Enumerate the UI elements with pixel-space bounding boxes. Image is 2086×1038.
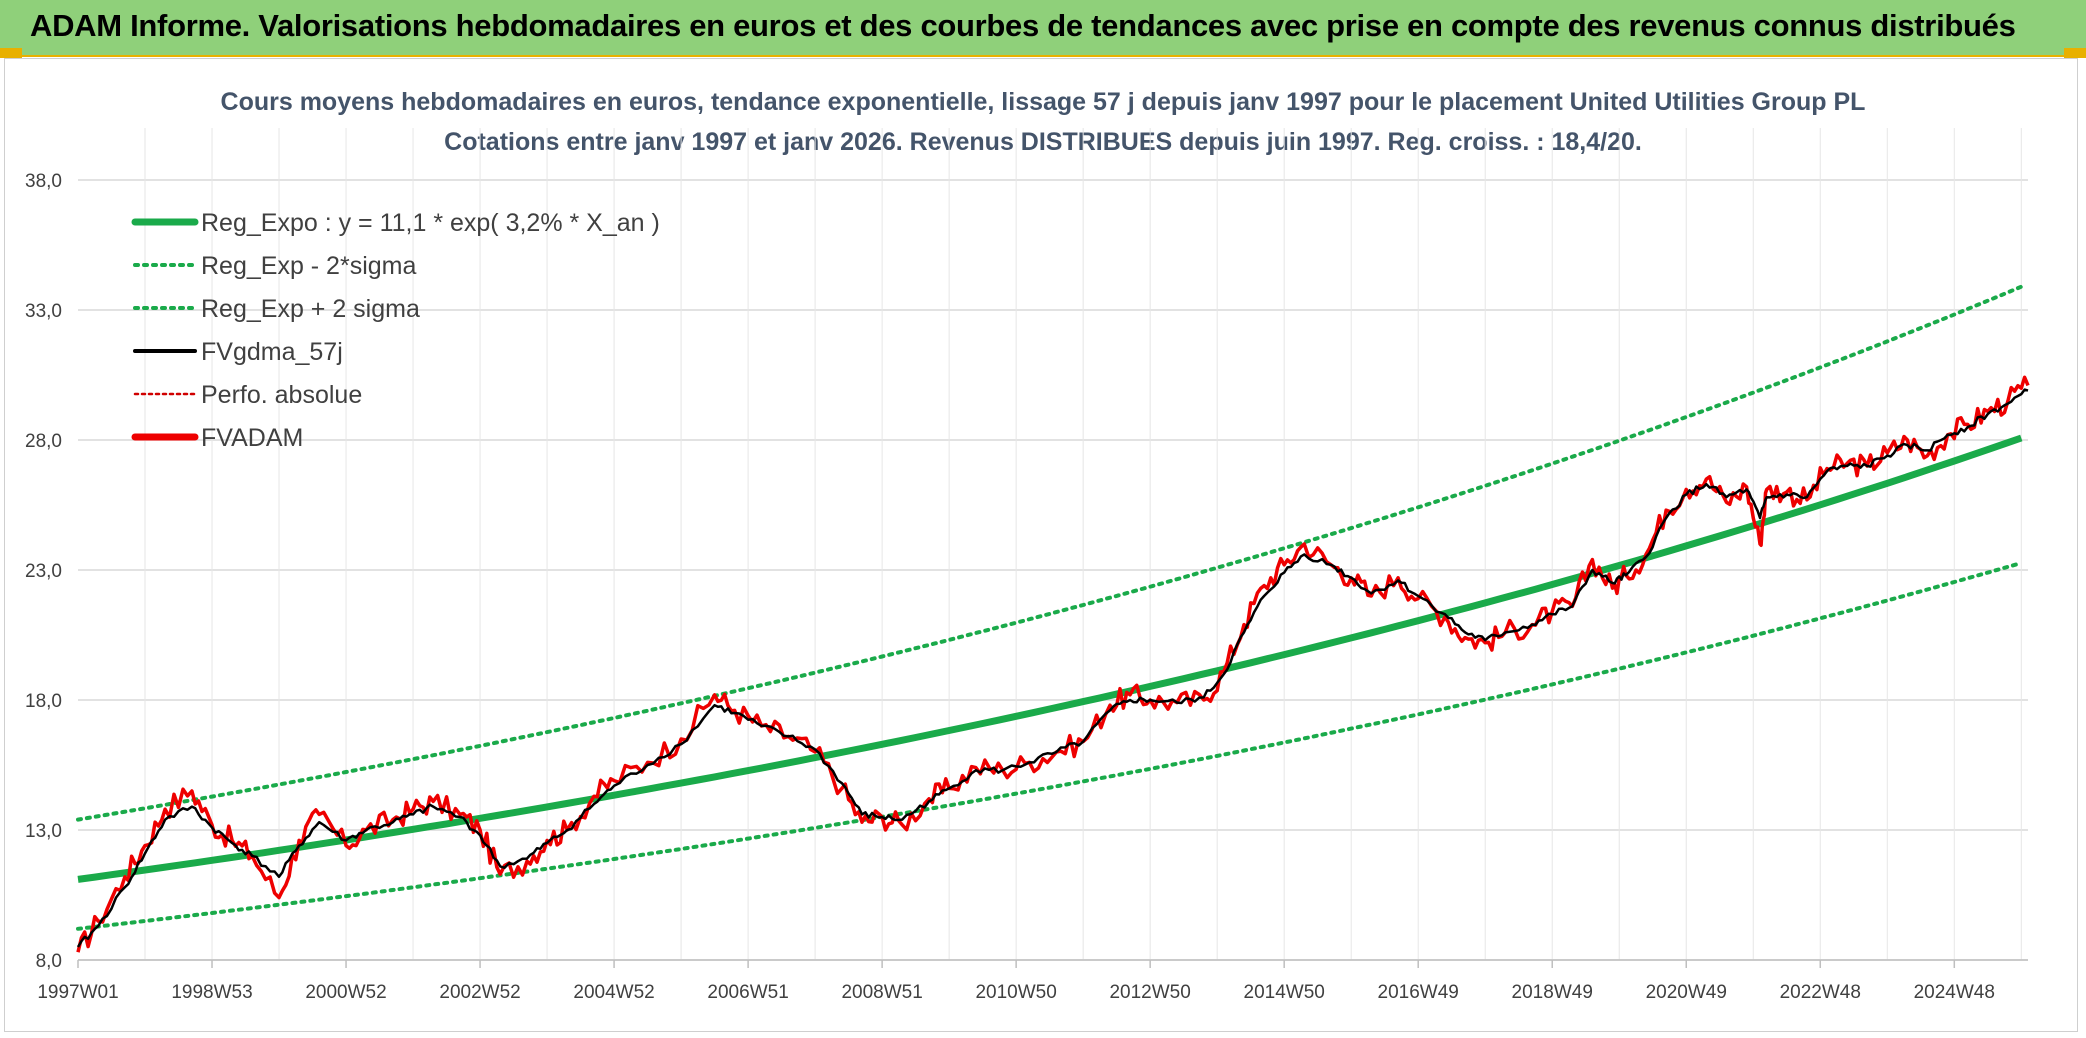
chart-title-line1: Cours moyens hebdomadaires en euros, ten… xyxy=(221,88,1866,116)
y-tick-label: 8,0 xyxy=(36,951,62,972)
chart-legend: Reg_Expo : y = 11,1 * exp( 3,2% * X_an )… xyxy=(131,209,660,452)
y-axis: 8,0 13,0 18,0 23,0 28,0 33,0 38,0 xyxy=(25,171,62,972)
x-tick-label: 2020W49 xyxy=(1646,982,1727,1003)
legend-label: Reg_Exp + 2 sigma xyxy=(201,295,420,323)
banner-corner-left xyxy=(0,48,22,58)
x-tick-label: 2000W52 xyxy=(305,982,386,1003)
x-tick-label: 2006W51 xyxy=(707,982,788,1003)
y-tick-label: 33,0 xyxy=(25,301,62,322)
series-reg-expo xyxy=(77,434,2023,883)
x-tick-label: 2008W51 xyxy=(841,982,922,1003)
y-tick-label: 38,0 xyxy=(25,171,62,192)
chart-frame xyxy=(4,58,2078,1032)
chart-series xyxy=(76,284,2030,953)
x-tick-label: 2016W49 xyxy=(1378,982,1459,1003)
x-tick-label: 2022W48 xyxy=(1780,982,1861,1003)
y-tick-label: 13,0 xyxy=(25,821,62,842)
x-tick-label: 2012W50 xyxy=(1109,982,1190,1003)
series-reg-exp-plus-2sigma xyxy=(76,284,2024,822)
series-fvadam xyxy=(76,375,2030,953)
report-banner: ADAM Informe. Valorisations hebdomadaire… xyxy=(0,0,2086,57)
legend-label: FVgdma_57j xyxy=(201,338,343,366)
chart-title-line2: Cotations entre janv 1997 et janv 2026. … xyxy=(444,128,1642,156)
x-tick-label: 1997W01 xyxy=(37,982,118,1003)
y-tick-label: 18,0 xyxy=(25,691,62,712)
x-tick-label: 2010W50 xyxy=(975,982,1056,1003)
y-tick-label: 23,0 xyxy=(25,561,62,582)
x-tick-label: 2024W48 xyxy=(1914,982,1995,1003)
legend-label: Reg_Expo : y = 11,1 * exp( 3,2% * X_an ) xyxy=(201,209,660,237)
x-tick-label: 2014W50 xyxy=(1244,982,1325,1003)
legend-label: Reg_Exp - 2*sigma xyxy=(201,252,416,280)
legend-label: Perfo. absolue xyxy=(201,381,362,409)
y-tick-label: 28,0 xyxy=(25,431,62,452)
x-tick-label: 2004W52 xyxy=(573,982,654,1003)
x-axis: 1997W01 1998W53 2000W52 2002W52 2004W52 2006W… xyxy=(37,960,1995,1003)
legend-label: FVADAM xyxy=(201,424,303,452)
report-title: ADAM Informe. Valorisations hebdomadaire… xyxy=(30,8,2016,43)
series-fvgdma-57j xyxy=(76,388,2029,948)
series-reg-exp-minus-2sigma xyxy=(76,561,2024,931)
x-tick-label: 2002W52 xyxy=(439,982,520,1003)
banner-corner-right xyxy=(2064,48,2086,58)
x-tick-label: 2018W49 xyxy=(1512,982,1593,1003)
x-tick-label: 1998W53 xyxy=(171,982,252,1003)
